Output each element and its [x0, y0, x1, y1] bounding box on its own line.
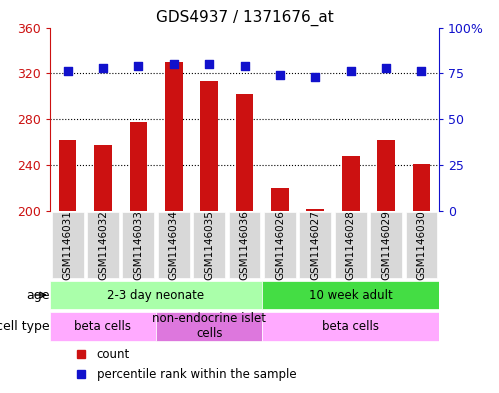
Text: GSM1146029: GSM1146029	[381, 210, 391, 280]
Text: cell type: cell type	[0, 320, 50, 333]
Text: age: age	[26, 288, 50, 301]
Text: GSM1146026: GSM1146026	[275, 210, 285, 280]
Point	[347, 68, 355, 75]
Text: beta cells: beta cells	[74, 320, 131, 333]
Point	[170, 61, 178, 67]
Bar	[377, 140, 395, 211]
FancyBboxPatch shape	[50, 312, 156, 341]
FancyBboxPatch shape	[335, 212, 367, 278]
Text: 10 week adult: 10 week adult	[309, 288, 393, 301]
Text: non-endocrine islet
cells: non-endocrine islet cells	[152, 312, 266, 340]
Bar	[342, 156, 359, 211]
Text: GSM1146032: GSM1146032	[98, 210, 108, 280]
FancyBboxPatch shape	[87, 212, 119, 278]
FancyBboxPatch shape	[406, 212, 437, 278]
FancyBboxPatch shape	[370, 212, 402, 278]
Bar	[165, 62, 183, 211]
Point	[63, 68, 71, 75]
Text: GSM1146030: GSM1146030	[417, 210, 427, 280]
Bar	[94, 145, 112, 211]
Bar	[413, 164, 430, 211]
Bar	[271, 188, 289, 211]
Point	[311, 74, 319, 80]
FancyBboxPatch shape	[264, 212, 296, 278]
Point	[382, 65, 390, 71]
Bar	[236, 94, 253, 211]
Text: GSM1146033: GSM1146033	[133, 210, 143, 280]
Text: GSM1146035: GSM1146035	[204, 210, 214, 280]
Point	[134, 63, 142, 69]
FancyBboxPatch shape	[50, 281, 262, 309]
Text: GSM1146036: GSM1146036	[240, 210, 250, 280]
Bar	[59, 140, 76, 211]
Text: count: count	[97, 348, 130, 361]
FancyBboxPatch shape	[299, 212, 331, 278]
Text: 2-3 day neonate: 2-3 day neonate	[107, 288, 205, 301]
FancyBboxPatch shape	[262, 312, 439, 341]
Point	[418, 68, 426, 75]
Point	[241, 63, 249, 69]
FancyBboxPatch shape	[193, 212, 225, 278]
Text: beta cells: beta cells	[322, 320, 379, 333]
Point	[205, 61, 213, 67]
FancyBboxPatch shape	[158, 212, 190, 278]
FancyBboxPatch shape	[122, 212, 154, 278]
Bar	[200, 81, 218, 211]
FancyBboxPatch shape	[229, 212, 260, 278]
Point	[276, 72, 284, 78]
Bar	[130, 123, 147, 211]
Text: percentile rank within the sample: percentile rank within the sample	[97, 368, 296, 381]
Title: GDS4937 / 1371676_at: GDS4937 / 1371676_at	[156, 10, 333, 26]
FancyBboxPatch shape	[52, 212, 83, 278]
FancyBboxPatch shape	[156, 312, 262, 341]
Point	[99, 65, 107, 71]
Text: GSM1146027: GSM1146027	[310, 210, 320, 280]
Text: GSM1146028: GSM1146028	[346, 210, 356, 280]
Text: GSM1146034: GSM1146034	[169, 210, 179, 280]
Bar	[306, 209, 324, 211]
Text: GSM1146031: GSM1146031	[62, 210, 72, 280]
FancyBboxPatch shape	[262, 281, 439, 309]
